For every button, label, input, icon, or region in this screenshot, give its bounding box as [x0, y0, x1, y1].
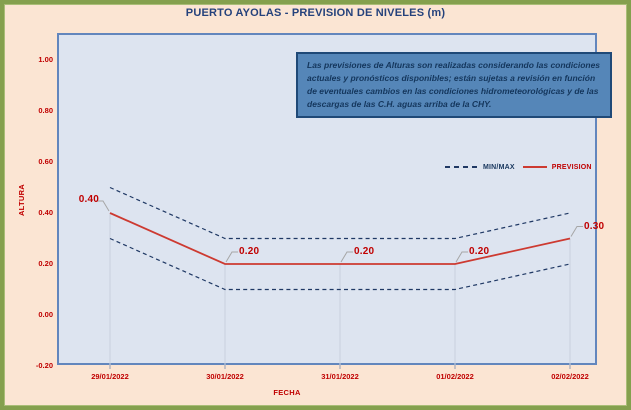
y-tick-label--0.20: -0.20	[35, 361, 53, 370]
x-axis-title: FECHA	[273, 388, 301, 397]
y-tick-label-0.60: 0.60	[38, 157, 53, 166]
legend-item-prevision: PREVISION	[522, 163, 592, 171]
data-label-01/02/2022: 0.20	[469, 246, 490, 257]
label-leader-line	[455, 251, 468, 263]
label-leader-line	[570, 226, 583, 237]
label-leader-line	[225, 251, 238, 263]
x-tick-label-29/01/2022: 29/01/2022	[91, 372, 129, 381]
legend-label: MIN/MAX	[483, 163, 515, 171]
x-tick-label-31/01/2022: 31/01/2022	[321, 372, 359, 381]
y-tick-label-0.80: 0.80	[38, 106, 53, 115]
y-tick-label-0.40: 0.40	[38, 208, 53, 217]
data-label-31/01/2022: 0.20	[354, 246, 375, 257]
legend-sample-solid	[522, 166, 547, 168]
label-leader-line	[96, 200, 110, 212]
legend-sample-dashed	[445, 166, 478, 168]
legend-item-minmax: MIN/MAX	[445, 164, 515, 171]
x-tick-label-02/02/2022: 02/02/2022	[551, 372, 589, 381]
x-axis-labels: 29/01/2022 30/01/2022 31/01/2022 01/02/2022…	[0, 372, 631, 384]
note-box: Las previsiones de Alturas son realizada…	[296, 52, 612, 118]
legend: MIN/MAX PREVISION	[445, 161, 592, 173]
x-tick-label-30/01/2022: 30/01/2022	[206, 372, 244, 381]
label-leader-line	[340, 251, 353, 263]
data-label-30/01/2022: 0.20	[239, 246, 260, 257]
series-line-min	[109, 237, 571, 291]
data-label-29/01/2022: 0.40	[78, 194, 99, 205]
legend-label: PREVISION	[551, 163, 592, 171]
y-axis-labels: 1.00 0.80 0.60 0.40 0.20 0.00 -0.20	[0, 0, 53, 410]
series-line-max	[109, 186, 571, 240]
y-tick-label-0.00: 0.00	[38, 310, 53, 319]
y-tick-label-0.20: 0.20	[38, 259, 53, 268]
x-tick-label-01/02/2022: 01/02/2022	[436, 372, 474, 381]
series-line-prevision	[109, 212, 571, 265]
y-tick-label-1.00: 1.00	[38, 55, 53, 64]
data-label-02/02/2022: 0.30	[584, 220, 605, 232]
chart-title: PUERTO AYOLAS - PREVISION DE NIVELES (m)	[185, 7, 446, 19]
